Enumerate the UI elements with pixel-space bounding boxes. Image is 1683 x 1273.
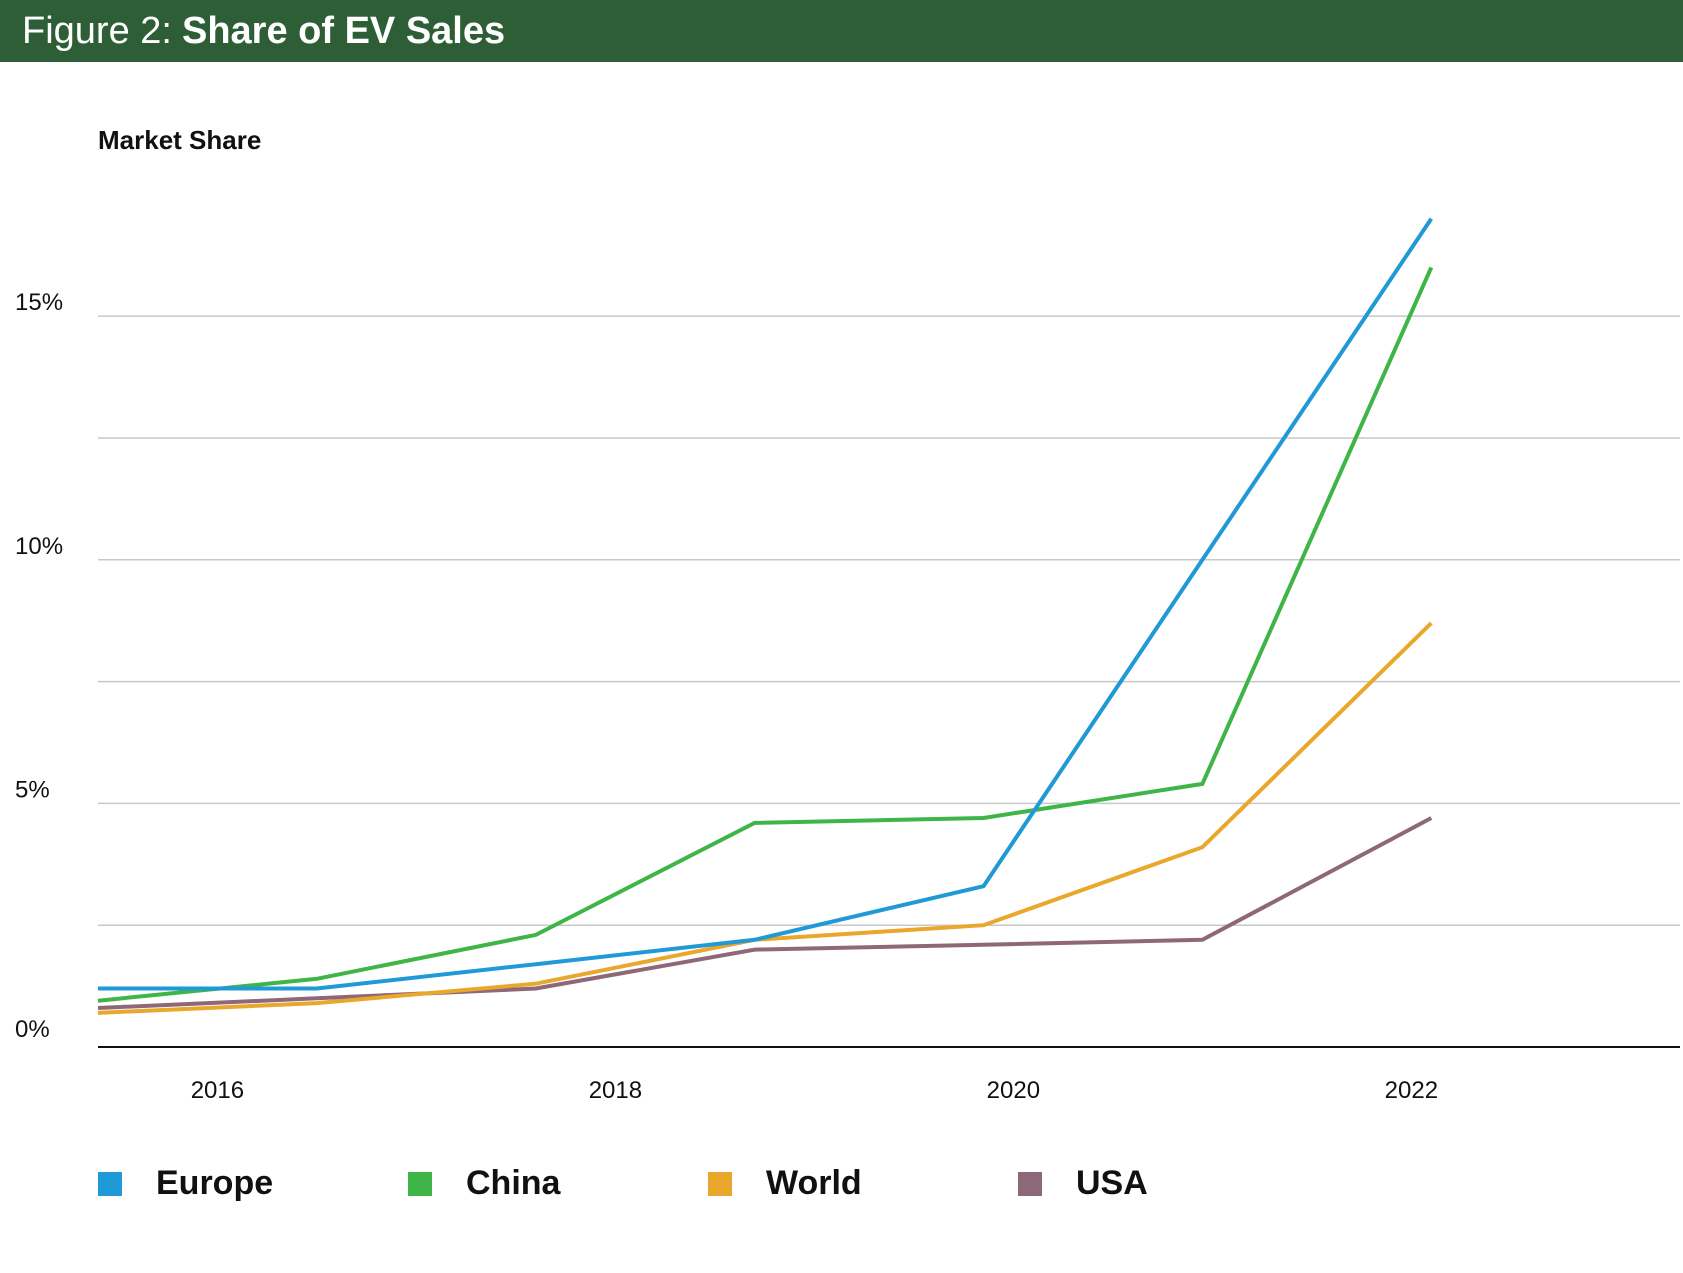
axes: 0% 5% 10% 15% 2016 2018 2020 2022 (15, 289, 1680, 1104)
series-line-china (97, 266, 1434, 1003)
series-lines (97, 217, 1434, 1015)
y-tick-label: 15% (15, 289, 63, 316)
legend-label-world: World (766, 1164, 862, 1202)
legend-item-usa: USA (1018, 1164, 1148, 1203)
x-tick-label: 2018 (589, 1077, 642, 1104)
legend-swatch-china (408, 1171, 432, 1196)
legend-label-china: China (466, 1164, 561, 1202)
legend-item-world: World (708, 1164, 862, 1203)
legend-swatch-europe (98, 1171, 122, 1196)
x-tick-label: 2022 (1385, 1077, 1438, 1104)
legend-swatch-world (708, 1171, 732, 1196)
x-tick-label: 2016 (191, 1077, 244, 1104)
x-tick-label: 2020 (987, 1077, 1040, 1104)
series-line-usa (97, 816, 1433, 1010)
figure-title: Share of EV Sales (181, 9, 506, 52)
series-line-europe (98, 217, 1433, 991)
legend-label-europe: Europe (156, 1164, 274, 1202)
legend-label-usa: USA (1076, 1164, 1148, 1202)
legend-item-china: China (408, 1164, 560, 1203)
gridlines (98, 315, 1680, 926)
y-tick-label: 10% (15, 533, 63, 560)
legend-item-europe: Europe (98, 1164, 273, 1203)
legend-swatch-usa (1018, 1171, 1042, 1196)
y-axis-title: Market Share (98, 125, 261, 155)
y-tick-label: 5% (15, 776, 50, 803)
figure-header: Figure 2: Share of EV Sales (0, 0, 1683, 62)
y-tick-label: 0% (15, 1016, 50, 1043)
figure-number: Figure 2: (22, 9, 172, 52)
